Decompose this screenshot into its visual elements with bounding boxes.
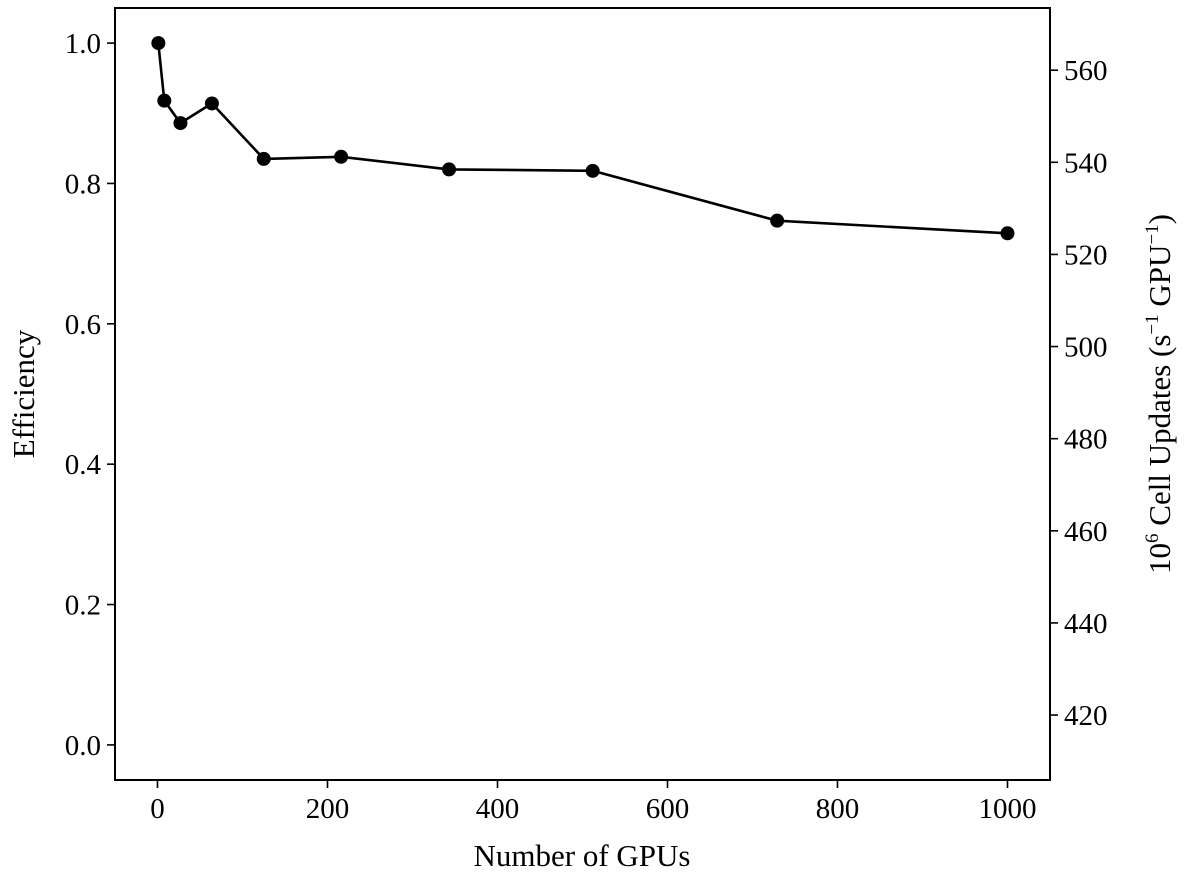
x-tick-label: 1000 bbox=[979, 793, 1037, 825]
x-tick-label: 600 bbox=[646, 793, 690, 825]
y2-axis-label: 106 Cell Updates (s−1 GPU−1) bbox=[1142, 214, 1177, 574]
y2-tick-label: 480 bbox=[1064, 424, 1108, 456]
y2-label-open-paren: ( bbox=[1142, 347, 1177, 357]
x-tick-label: 0 bbox=[150, 793, 165, 825]
y2-tick-label: 540 bbox=[1064, 147, 1108, 179]
y2-label-prefix: 10 bbox=[1142, 543, 1177, 574]
y2-tick-label: 560 bbox=[1064, 55, 1108, 87]
x-tick-label: 200 bbox=[306, 793, 350, 825]
data-point bbox=[157, 93, 172, 108]
efficiency-line bbox=[157, 42, 1008, 235]
y-axis-label: Efficiency bbox=[6, 329, 41, 458]
y2-tick-label: 500 bbox=[1064, 332, 1108, 364]
x-tick-label: 400 bbox=[476, 793, 520, 825]
y-tick-label: 1.0 bbox=[65, 28, 101, 60]
y2-label-unit-s-exp: −1 bbox=[1142, 314, 1163, 334]
y-tick-label: 0.4 bbox=[65, 449, 102, 481]
y2-label-main: Cell Updates bbox=[1142, 357, 1177, 534]
data-point bbox=[256, 151, 271, 166]
data-point bbox=[1000, 226, 1015, 241]
data-point bbox=[770, 213, 785, 228]
y2-tick-label: 440 bbox=[1064, 608, 1108, 640]
y2-tick-label: 520 bbox=[1064, 239, 1108, 271]
x-axis-label: Number of GPUs bbox=[474, 838, 691, 872]
data-point bbox=[442, 162, 457, 177]
plot-frame bbox=[114, 7, 1051, 781]
y2-label-unit-gpu: GPU bbox=[1142, 245, 1177, 315]
y-tick-label: 0.0 bbox=[65, 730, 101, 762]
data-point bbox=[585, 163, 600, 178]
data-point bbox=[173, 116, 188, 131]
data-point bbox=[204, 96, 219, 111]
x-tick-label: 800 bbox=[816, 793, 860, 825]
y2-tick-label: 460 bbox=[1064, 516, 1108, 548]
y2-label-unit-gpu-exp: −1 bbox=[1142, 224, 1163, 244]
y-tick-label: 0.6 bbox=[65, 309, 101, 341]
data-point bbox=[151, 36, 166, 51]
y2-tick-label: 420 bbox=[1064, 700, 1108, 732]
y2-label-close-paren: ) bbox=[1142, 214, 1177, 224]
y2-label-prefix-exp: 6 bbox=[1142, 533, 1163, 543]
series-layer bbox=[151, 36, 1015, 241]
ticks-layer: 0 200 400 600 800 1000 0.0 0.2 0.4 0.6 0.8 1.0 420 44… bbox=[65, 28, 1108, 825]
y-tick-label: 0.8 bbox=[65, 168, 101, 200]
y-tick-label: 0.2 bbox=[65, 590, 101, 622]
y2-label-unit-s: s bbox=[1142, 335, 1177, 347]
data-point bbox=[334, 149, 349, 164]
